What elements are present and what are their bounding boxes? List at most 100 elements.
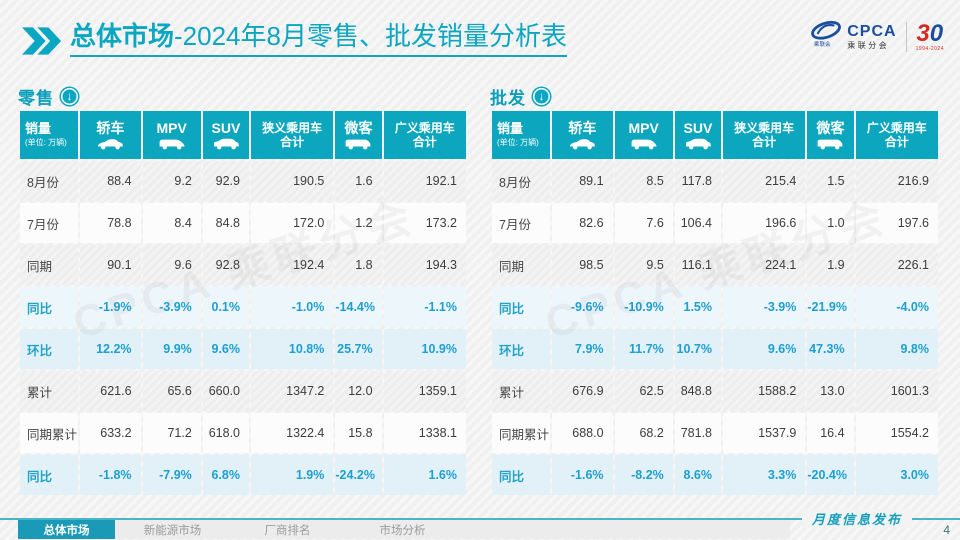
cell: 1359.1: [383, 371, 466, 411]
cell: 13.0: [807, 371, 854, 411]
cell: -10.9%: [614, 287, 673, 327]
cell: 106.4: [674, 203, 721, 243]
cell: 621.6: [80, 371, 141, 411]
wholesale-row-同期: 同期 98.5 9.5 116.1 224.1 1.9 226.1: [492, 245, 938, 285]
cell: 1588.2: [723, 371, 806, 411]
cell: 618.0: [202, 413, 249, 453]
cell: 190.5: [251, 161, 334, 201]
cell: 1.5: [807, 161, 854, 201]
cell: 781.8: [674, 413, 721, 453]
footer-nav-tabs: 总体市场 新能源市场 厂商排名 市场分析: [18, 520, 790, 539]
retail-row-累计: 累计 621.6 65.6 660.0 1347.2 12.0 1359.1: [20, 371, 466, 411]
anniv-years: 1994-2024: [915, 45, 944, 52]
row-label: 累计: [492, 371, 551, 411]
retail-row-环比: 环比 12.2% 9.9% 9.6% 10.8% 25.7% 10.9%: [20, 329, 466, 369]
column-header-mpv: MPV: [142, 111, 201, 159]
column-header-mpv: MPV: [614, 111, 673, 159]
cell: 1.5%: [674, 287, 721, 327]
cell: -14.4%: [335, 287, 382, 327]
footer-tab-3[interactable]: 市场分析: [379, 524, 426, 537]
cell: 9.8%: [855, 329, 938, 369]
retail-row-同比: 同比 -1.9% -3.9% 0.1% -1.0% -14.4% -1.1%: [20, 287, 466, 327]
cpca-swoosh-icon: 乘联会: [809, 20, 843, 53]
wholesale-table-block: 批发 ↓ 销量 (单位: 万辆) 轿车 MPV SUV 狭义乘用车 合计 微客 广义乘用车 合计 8月份…: [490, 84, 940, 497]
suv-icon: [683, 138, 713, 150]
footer-tab-active[interactable]: 总体市场: [18, 520, 115, 539]
cell: 47.3%: [807, 329, 854, 369]
cell: 68.2: [614, 413, 673, 453]
cell: 1554.2: [855, 413, 938, 453]
footer-tab-2[interactable]: 厂商排名: [264, 524, 311, 537]
cell: 11.7%: [614, 329, 673, 369]
cell: -8.2%: [614, 455, 673, 495]
logo-area: 乘联会 CPCA 乘联分会 30 1994-2024: [809, 20, 944, 53]
row-label: 同期: [20, 245, 79, 285]
page-number: 4: [943, 523, 950, 537]
retail-section-label: 零售: [18, 88, 54, 108]
wholesale-section-title: 批发 ↓: [490, 84, 940, 108]
retail-table: 销量 (单位: 万辆) 轿车 MPV SUV 狭义乘用车 合计 微客 广义乘用车 合计 8月份 88.…: [18, 109, 468, 497]
minibus-icon: [343, 138, 373, 150]
cell: 78.8: [80, 203, 141, 243]
cell: 1.8: [335, 245, 382, 285]
wholesale-row-环比: 环比 7.9% 11.7% 10.7% 9.6% 47.3% 9.8%: [492, 329, 938, 369]
column-header-total: 狭义乘用车 合计: [723, 111, 806, 159]
cell: -21.9%: [807, 287, 854, 327]
cell: 1.6%: [383, 455, 466, 495]
retail-row-同期: 同期 90.1 9.6 92.8 192.4 1.8 194.3: [20, 245, 466, 285]
wholesale-row-同期累计: 同期累计 688.0 68.2 781.8 1537.9 16.4 1554.2: [492, 413, 938, 453]
mpv-icon: [629, 138, 659, 150]
column-header-total: 广义乘用车 合计: [383, 111, 466, 159]
cell: 216.9: [855, 161, 938, 201]
cell: 192.1: [383, 161, 466, 201]
cell: 1322.4: [251, 413, 334, 453]
cell: 215.4: [723, 161, 806, 201]
row-label: 7月份: [492, 203, 551, 243]
mpv-icon: [157, 138, 187, 150]
row-label: 7月份: [20, 203, 79, 243]
cell: 92.8: [202, 245, 249, 285]
cell: 172.0: [251, 203, 334, 243]
cell: 197.6: [855, 203, 938, 243]
column-header-sales: 销量 (单位: 万辆): [492, 111, 551, 159]
cell: 1.0: [807, 203, 854, 243]
footer-tab-bar: 新能源市场 厂商排名 市场分析: [115, 520, 790, 539]
retail-row-同期累计: 同期累计 633.2 71.2 618.0 1322.4 15.8 1338.1: [20, 413, 466, 453]
cell: 1537.9: [723, 413, 806, 453]
cell: 7.6: [614, 203, 673, 243]
column-header-suv: SUV: [674, 111, 721, 159]
cell: -9.6%: [552, 287, 613, 327]
cell: 9.6%: [202, 329, 249, 369]
footer-divider-line: [0, 518, 960, 520]
cell: 89.1: [552, 161, 613, 201]
cell: -4.0%: [855, 287, 938, 327]
footer-tab-1[interactable]: 新能源市场: [143, 524, 202, 537]
column-header-sales: 销量 (单位: 万辆): [20, 111, 79, 159]
cell: -7.9%: [142, 455, 201, 495]
anniversary-30-logo: 30 1994-2024: [915, 19, 944, 52]
cell: 90.1: [80, 245, 141, 285]
row-label: 8月份: [492, 161, 551, 201]
cell: 82.6: [552, 203, 613, 243]
cell: 196.6: [723, 203, 806, 243]
cell: 9.2: [142, 161, 201, 201]
retail-row-同比: 同比 -1.8% -7.9% 6.8% 1.9% -24.2% 1.6%: [20, 455, 466, 495]
anniv-3: 3: [916, 19, 930, 47]
cell: 8.4: [142, 203, 201, 243]
svg-text:乘联会: 乘联会: [814, 40, 831, 48]
wholesale-row-同比: 同比 -9.6% -10.9% 1.5% -3.9% -21.9% -4.0%: [492, 287, 938, 327]
cell: 12.0: [335, 371, 382, 411]
title-bar: 总体市场-2024年8月零售、批发销量分析表: [22, 21, 567, 61]
page-title-rest: -2024年8月零售、批发销量分析表: [174, 21, 567, 51]
cell: 848.8: [674, 371, 721, 411]
cell: 3.3%: [723, 455, 806, 495]
cpca-logo: 乘联会 CPCA 乘联分会: [809, 20, 896, 53]
row-label: 8月份: [20, 161, 79, 201]
page-title: 总体市场-2024年8月零售、批发销量分析表: [70, 21, 567, 57]
cell: 98.5: [552, 245, 613, 285]
wholesale-table: 销量 (单位: 万辆) 轿车 MPV SUV 狭义乘用车 合计 微客 广义乘用车 合计 8月份 89.…: [490, 109, 940, 497]
anniv-0: 0: [929, 19, 944, 47]
cell: 6.8%: [202, 455, 249, 495]
cell: 10.7%: [674, 329, 721, 369]
